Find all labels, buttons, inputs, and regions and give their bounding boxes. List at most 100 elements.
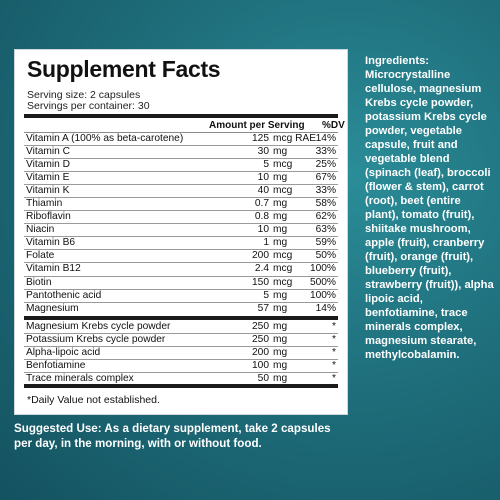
section-divider bbox=[24, 316, 338, 320]
nutrient-amount: 5 bbox=[263, 289, 269, 301]
table-row: Pantothenic acid 5 mg 100% bbox=[24, 290, 338, 303]
nutrient-dv: * bbox=[332, 373, 336, 385]
table-row: Riboflavin 0.8 mg 62% bbox=[24, 211, 338, 225]
nutrient-dv: 100% bbox=[309, 289, 336, 301]
nutrient-unit: mg bbox=[273, 347, 288, 359]
nutrient-name: Trace minerals complex bbox=[26, 373, 134, 385]
nutrient-unit: mg bbox=[273, 302, 288, 314]
panel-title: Supplement Facts bbox=[27, 56, 221, 82]
nutrient-name: Folate bbox=[26, 250, 55, 262]
nutrient-unit: mcg bbox=[273, 185, 293, 197]
nutrient-dv: 67% bbox=[315, 172, 336, 184]
nutrient-unit: mg bbox=[273, 146, 288, 158]
nutrient-amount: 10 bbox=[257, 172, 269, 184]
nutrient-unit: mg bbox=[273, 237, 288, 249]
nutrient-amount: 2.4 bbox=[254, 263, 269, 275]
suggested-use-text: As a dietary supplement, take 2 capsules… bbox=[14, 422, 331, 450]
nutrient-amount: 250 bbox=[252, 321, 269, 332]
nutrient-amount: 200 bbox=[252, 347, 269, 359]
suggested-use-label: Suggested Use: bbox=[14, 422, 102, 435]
nutrient-amount: 0.8 bbox=[254, 211, 269, 223]
table-row: Vitamin D 5 mcg 25% bbox=[24, 159, 338, 173]
nutrient-name: Vitamin B6 bbox=[26, 237, 76, 249]
nutrient-dv: 25% bbox=[315, 159, 336, 171]
table-row: Alpha-lipoic acid 200 mg * bbox=[24, 347, 338, 361]
header-divider bbox=[24, 114, 338, 118]
nutrient-name: Benfotiamine bbox=[26, 360, 86, 372]
nutrient-amount: 30 bbox=[257, 146, 269, 158]
nutrient-name: Potassium Krebs cycle powder bbox=[26, 334, 166, 346]
nutrient-unit: mcg bbox=[273, 159, 293, 171]
nutrient-dv: 50% bbox=[315, 250, 336, 262]
nutrient-dv: * bbox=[332, 360, 336, 372]
nutrient-name: Vitamin E bbox=[26, 172, 70, 184]
nutrient-amount: 1 bbox=[263, 237, 269, 249]
table-row: Trace minerals complex 50 mg * bbox=[24, 373, 338, 385]
nutrient-dv: * bbox=[332, 321, 336, 332]
nutrient-unit: mg bbox=[273, 224, 288, 236]
table-row: Vitamin E 10 mg 67% bbox=[24, 172, 338, 186]
nutrient-name: Vitamin C bbox=[26, 146, 70, 158]
nutrient-amount: 150 bbox=[252, 276, 269, 288]
nutrient-unit: mg bbox=[273, 334, 288, 346]
ingredients-block: Ingredients: Microcrystalline cellulose,… bbox=[365, 54, 497, 362]
nutrient-unit: mg bbox=[273, 360, 288, 372]
table-row: Vitamin B12 2.4 mcg 100% bbox=[24, 263, 338, 277]
nutrient-dv: 33% bbox=[315, 146, 336, 158]
nutrient-name: Vitamin A (100% as beta-carotene) bbox=[26, 133, 184, 144]
nutrient-unit: mg bbox=[273, 198, 288, 210]
nutrient-name: Vitamin D bbox=[26, 159, 70, 171]
nutrient-dv: 62% bbox=[315, 211, 336, 223]
table-row: Vitamin K 40 mcg 33% bbox=[24, 185, 338, 199]
nutrient-dv: * bbox=[332, 334, 336, 346]
nutrient-dv: 500% bbox=[309, 276, 336, 288]
nutrient-amount: 200 bbox=[252, 250, 269, 262]
table-row: Biotin 150 mcg 500% bbox=[24, 277, 338, 290]
nutrient-amount: 0.7 bbox=[254, 198, 269, 210]
nutrient-name: Thiamin bbox=[26, 198, 63, 210]
nutrient-name: Pantothenic acid bbox=[26, 289, 102, 301]
nutrient-unit: mg bbox=[273, 373, 288, 385]
nutrient-amount: 5 bbox=[263, 159, 269, 171]
servings-per-container: Servings per container: 30 bbox=[27, 100, 150, 112]
nutrient-dv: 33% bbox=[315, 185, 336, 197]
header-underline bbox=[24, 132, 338, 133]
footnote: *Daily Value not established. bbox=[27, 394, 160, 406]
table-row: Folate 200 mcg 50% bbox=[24, 250, 338, 264]
nutrient-name: Alpha-lipoic acid bbox=[26, 347, 101, 359]
nutrient-amount: 50 bbox=[257, 373, 269, 385]
nutrient-dv: 63% bbox=[315, 224, 336, 236]
nutrient-dv: 14% bbox=[315, 133, 336, 144]
nutrient-name: Magnesium Krebs cycle powder bbox=[26, 321, 171, 332]
nutrient-amount: 250 bbox=[252, 334, 269, 346]
nutrient-amount: 10 bbox=[257, 224, 269, 236]
table-row: Benfotiamine 100 mg * bbox=[24, 360, 338, 374]
suggested-use: Suggested Use: As a dietary supplement, … bbox=[14, 421, 334, 451]
nutrient-name: Niacin bbox=[26, 224, 55, 236]
table-row: Vitamin C 30 mg 33% bbox=[24, 146, 338, 160]
nutrient-unit: mcg bbox=[273, 276, 293, 288]
nutrient-unit: mcg RAE bbox=[273, 133, 317, 144]
nutrient-dv: 14% bbox=[315, 302, 336, 314]
serving-size: Serving size: 2 capsules bbox=[27, 89, 141, 101]
table-row: Magnesium 57 mg 14% bbox=[24, 303, 338, 315]
nutrient-dv: 58% bbox=[315, 198, 336, 210]
nutrient-unit: mg bbox=[273, 321, 288, 332]
nutrient-amount: 125 bbox=[252, 133, 269, 144]
nutrient-unit: mcg bbox=[273, 250, 293, 262]
nutrient-unit: mg bbox=[273, 172, 288, 184]
nutrient-unit: mcg bbox=[273, 263, 293, 275]
table-row: Vitamin B6 1 mg 59% bbox=[24, 237, 338, 251]
header-amount: Amount per Serving bbox=[209, 120, 305, 131]
nutrient-dv: 59% bbox=[315, 237, 336, 249]
nutrient-name: Magnesium bbox=[26, 302, 79, 314]
nutrient-name: Riboflavin bbox=[26, 211, 71, 223]
supplement-facts-panel: Supplement Facts Serving size: 2 capsule… bbox=[14, 49, 348, 415]
nutrient-name: Biotin bbox=[26, 276, 52, 288]
nutrient-unit: mg bbox=[273, 289, 288, 301]
other-ingredients-table: Magnesium Krebs cycle powder 250 mg * Potas… bbox=[24, 321, 338, 385]
nutrient-unit: mg bbox=[273, 211, 288, 223]
nutrient-amount: 100 bbox=[252, 360, 269, 372]
nutrient-dv: * bbox=[332, 347, 336, 359]
ingredients-text: Microcrystalline cellulose, magnesium Kr… bbox=[365, 69, 494, 361]
